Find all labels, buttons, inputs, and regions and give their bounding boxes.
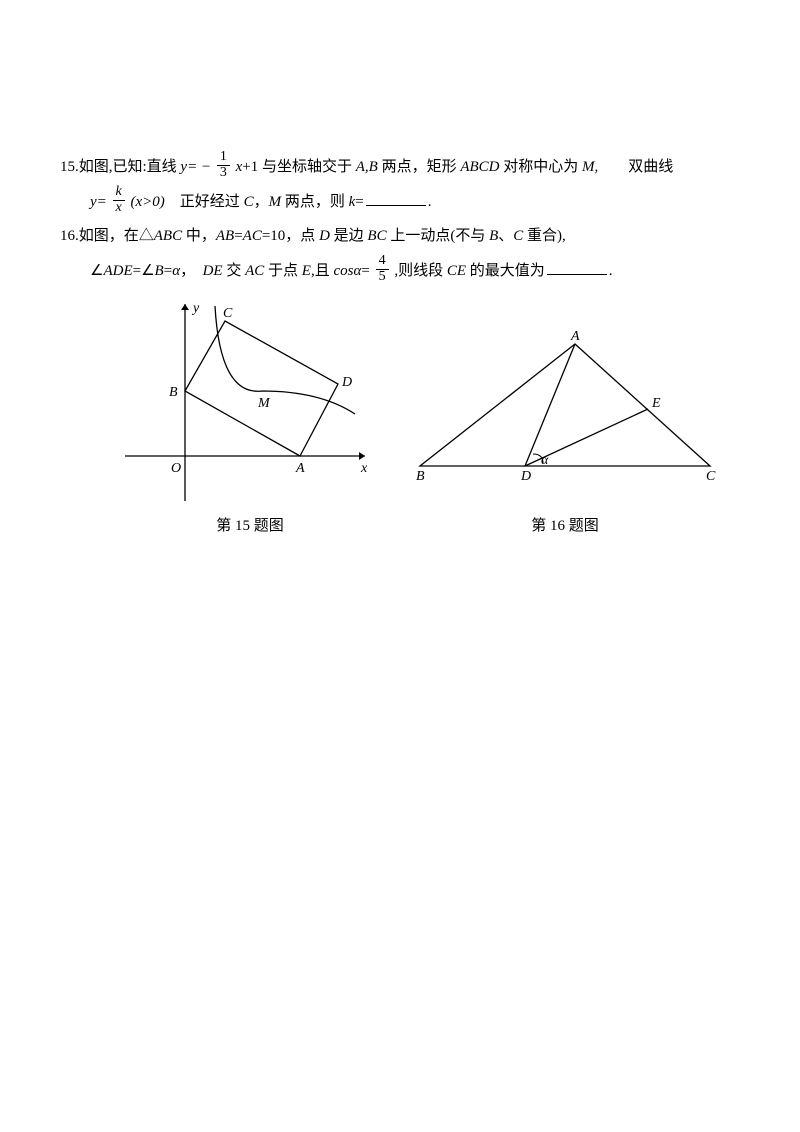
svg-text:x: x (360, 461, 368, 476)
fig15-block: Ox y A B C D M 第 15 题图 (120, 296, 380, 535)
svg-text:M: M (257, 396, 271, 411)
q16-l2t5: 的最大值为 (466, 263, 545, 279)
page: 15.如图,已知:直线 y= − 13 x+1 与坐标轴交于 A,B 两点，矩形… (0, 0, 800, 535)
q15-t4: , 双曲线 (595, 159, 674, 175)
svg-text:y: y (191, 301, 200, 316)
q16-B: B (489, 228, 498, 244)
q15-frac2-num: k (113, 185, 125, 201)
q16-l2t4: ,则线段 (394, 263, 447, 279)
svg-text:O: O (171, 461, 181, 476)
q15-l2t: 正好经过 (165, 194, 244, 210)
q15-frac1-num: 1 (217, 150, 230, 166)
svg-text:D: D (520, 469, 531, 484)
q16-t4: 上一动点(不与 (387, 228, 490, 244)
q16-eqb: = (164, 263, 172, 279)
svg-text:C: C (223, 306, 233, 321)
fig15-caption: 第 15 题图 (216, 514, 284, 535)
q15-t2: 两点，矩形 (378, 159, 461, 175)
q16-ABC: ABC (154, 228, 182, 244)
q16-eq10: =10，点 (262, 228, 319, 244)
q15-frac2: kx (113, 185, 125, 215)
q16-t2: 中， (182, 228, 216, 244)
q16-eqa: =∠ (133, 263, 155, 279)
q15-blank[interactable] (366, 190, 426, 206)
q16-l2t2: 于点 (264, 263, 302, 279)
svg-text:A: A (295, 461, 305, 476)
q15-p1: +1 与坐标轴交于 (242, 159, 355, 175)
q15-t3: 对称中心为 (500, 159, 583, 175)
q16-l2t3: ,且 (311, 263, 334, 279)
q16-BC: BC (367, 228, 386, 244)
q16-line1: 16.如图，在△ABC 中，AB=AC=10，点 D 是边 BC 上一动点(不与… (60, 219, 740, 254)
q16-AC: AC (243, 228, 262, 244)
q16-l2c: ， (180, 263, 203, 279)
q15-l2t3: = (355, 194, 363, 210)
q16-Bang: B (155, 263, 164, 279)
q15-frac1-den: 3 (217, 166, 230, 181)
q15-y2: y (90, 194, 97, 210)
fig15-svg: Ox y A B C D M (120, 296, 380, 506)
q16-AC2: AC (245, 263, 264, 279)
q15-M: M (582, 159, 595, 175)
q15-frac1: 13 (217, 150, 230, 180)
q15-cond: (x>0) (131, 194, 165, 210)
q16-t1: 如图，在△ (79, 228, 154, 244)
svg-text:C: C (706, 469, 716, 484)
q16-cos: cosα (333, 263, 361, 279)
q16-ADE: ADE (103, 263, 132, 279)
q15-comma: ， (254, 194, 269, 210)
svg-text:A: A (570, 329, 580, 344)
fig16-caption: 第 16 题图 (531, 514, 599, 535)
q15-l2t2: 两点，则 (281, 194, 349, 210)
svg-text:B: B (416, 469, 425, 484)
q15-frac2-den: x (113, 201, 125, 216)
q16-CE: CE (447, 263, 466, 279)
q15-line2: y= kx (x>0) 正好经过 C，M 两点，则 k=. (60, 185, 740, 220)
q16-blank[interactable] (547, 259, 607, 275)
q15-num: 15. (60, 159, 79, 175)
q15-AB: A,B (356, 159, 378, 175)
q16-l2t1: 交 (223, 263, 246, 279)
q15-eq2: = (97, 194, 107, 210)
q16-line2: ∠ADE=∠B=α， DE 交 AC 于点 E,且 cosα= 45 ,则线段 … (60, 254, 740, 289)
svg-text:α: α (541, 453, 549, 468)
svg-text:E: E (651, 396, 661, 411)
fig16-svg: A B C D Eα (410, 326, 720, 496)
q16-t3: 是边 (330, 228, 368, 244)
q15-line1: 15.如图,已知:直线 y= − 13 x+1 与坐标轴交于 A,B 两点，矩形… (60, 150, 740, 185)
q15-t1: 如图,已知:直线 (79, 159, 181, 175)
q16-AB: AB (216, 228, 234, 244)
q16-ang1: ∠ (90, 263, 103, 279)
q16-frac-den: 5 (376, 270, 389, 285)
q16-DE: DE (203, 263, 223, 279)
q16-num: 16. (60, 228, 79, 244)
svg-text:D: D (341, 375, 352, 390)
figure-row: Ox y A B C D M 第 15 题图 A B C D Eα 第 16 题图 (60, 296, 740, 535)
q15-eq: = − (187, 159, 211, 175)
q16-alpha: α (172, 263, 180, 279)
fig16-block: A B C D Eα 第 16 题图 (410, 326, 720, 535)
q15-ABCD: ABCD (460, 159, 499, 175)
q16-frac: 45 (376, 254, 389, 284)
q16-D: D (319, 228, 330, 244)
q16-eqc: = (361, 263, 369, 279)
q16-E: E (302, 263, 311, 279)
q16-frac-num: 4 (376, 254, 389, 270)
q15-C: C (244, 194, 254, 210)
q16-t5: 、 (498, 228, 513, 244)
q16-eq: = (234, 228, 242, 244)
q16-t6: 重合), (523, 228, 566, 244)
svg-text:B: B (169, 385, 178, 400)
q16-period: . (609, 263, 613, 279)
q15-period: . (428, 194, 432, 210)
q16-C: C (513, 228, 523, 244)
q15-M2: M (269, 194, 282, 210)
